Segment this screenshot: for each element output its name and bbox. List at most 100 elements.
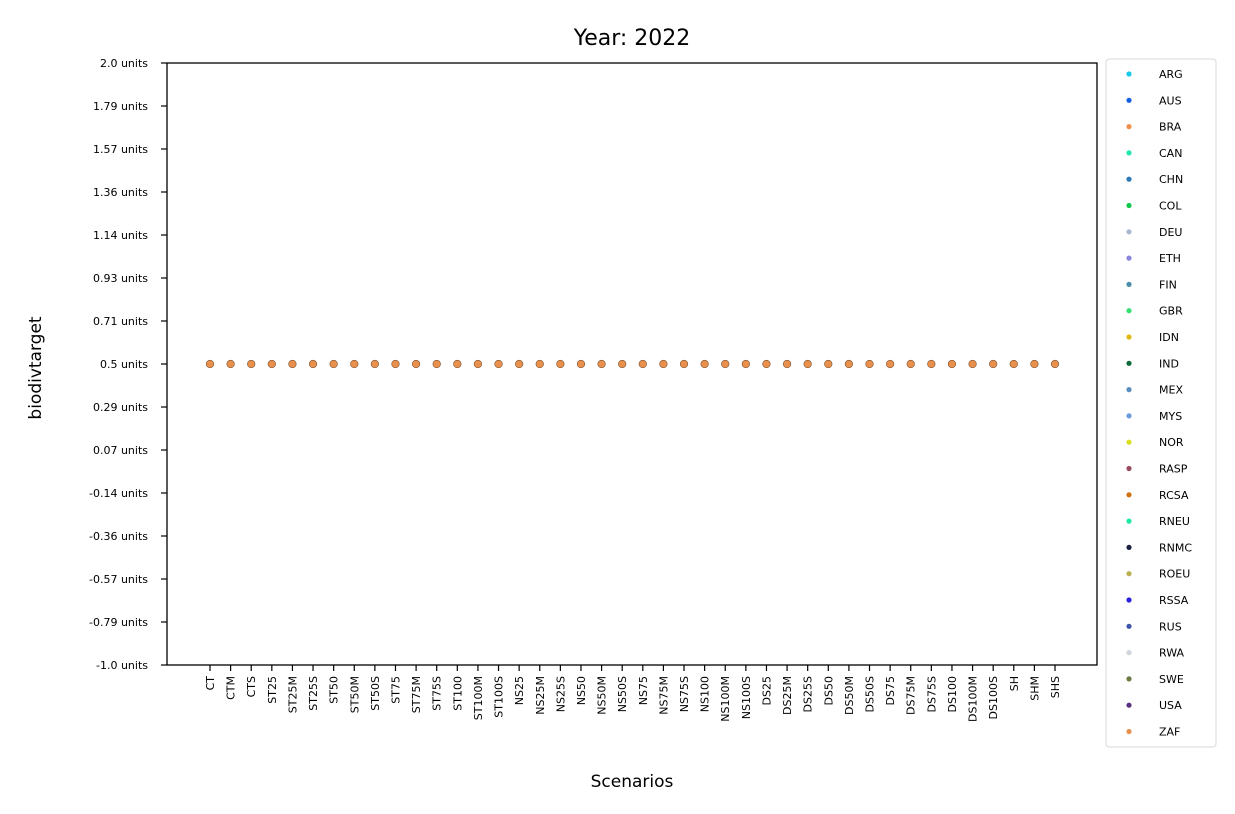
legend-label: DEU [1159, 226, 1182, 239]
x-tick-label: ST100M [472, 676, 485, 720]
legend-marker [1126, 334, 1132, 340]
plot-area [166, 62, 1098, 666]
y-tick-label: -0.79 units [89, 616, 148, 629]
legend-label: CHN [1159, 173, 1183, 186]
legend-label: RASP [1159, 463, 1188, 476]
data-point [556, 359, 565, 369]
legend-marker [1126, 229, 1132, 235]
legend-label: MEX [1159, 384, 1183, 397]
legend-label: RWA [1159, 647, 1184, 660]
x-tick-label: DS100S [987, 676, 1000, 719]
x-tick-label: SH [1008, 676, 1021, 691]
data-point [247, 359, 256, 369]
data-point [329, 359, 338, 369]
data-point [947, 359, 957, 369]
x-tick-label: DS100M [967, 676, 980, 722]
x-tick-label: NS25M [534, 676, 547, 715]
legend-label: NOR [1159, 436, 1184, 449]
x-tick-label: DS25 [760, 676, 773, 705]
legend-label: GBR [1159, 305, 1183, 318]
x-tick-label: DS25S [802, 676, 815, 712]
legend-label: RSSA [1159, 594, 1189, 607]
x-tick-label: ST50S [369, 676, 382, 711]
x-tick-label: DS100 [946, 676, 959, 712]
x-tick-label: NS75M [657, 676, 670, 715]
legend-label: SWE [1159, 673, 1184, 686]
y-tick-label: -1.0 units [96, 659, 148, 672]
x-tick-label: ST50 [328, 676, 341, 704]
data-point [679, 359, 689, 369]
legend-label: IDN [1159, 331, 1179, 344]
data-point [844, 359, 854, 369]
legend-marker [1126, 439, 1132, 445]
data-point [927, 359, 936, 369]
legend-label: CAN [1159, 147, 1182, 160]
y-tick-label: 0.5 units [100, 358, 148, 371]
data-point [205, 359, 215, 369]
data-point [906, 359, 915, 369]
x-tick-label: ST25S [307, 676, 320, 711]
x-tick-label: NS75S [678, 676, 691, 712]
data-point [865, 359, 874, 369]
x-tick-label: NS50M [596, 676, 609, 715]
y-axis-label: biodivtarget [26, 316, 46, 420]
data-point [1030, 359, 1039, 369]
x-tick-label: DS75 [884, 676, 897, 705]
legend-marker [1126, 650, 1132, 656]
x-tick-label: ST100 [451, 676, 464, 711]
legend-marker [1126, 255, 1132, 261]
data-point [700, 359, 709, 369]
legend-marker [1126, 518, 1132, 524]
data-point [308, 359, 318, 369]
legend-marker [1126, 71, 1132, 77]
legend-label: RNEU [1159, 515, 1190, 528]
legend-marker [1126, 124, 1132, 130]
data-point [638, 359, 647, 369]
x-tick-label: DS50 [822, 676, 835, 705]
x-tick-label: CTS [245, 676, 258, 697]
x-tick-label: NS100S [740, 676, 753, 719]
data-point [597, 359, 606, 369]
x-tick-label: DS75S [925, 676, 938, 712]
x-tick-label: NS100 [699, 676, 712, 712]
data-point [226, 359, 235, 369]
legend-label: AUS [1159, 94, 1182, 107]
legend-marker [1126, 544, 1132, 551]
data-point [824, 359, 833, 369]
legend-marker [1126, 150, 1132, 156]
data-point [741, 359, 750, 369]
y-tick-label: 1.14 units [93, 229, 148, 242]
legend-marker [1126, 597, 1132, 603]
legend-label: ROEU [1159, 568, 1190, 581]
legend-marker [1126, 281, 1132, 287]
x-tick-label: CTM [225, 676, 238, 700]
legend-label: ARG [1159, 68, 1183, 81]
data-point [782, 359, 792, 369]
legend-label: MYS [1159, 410, 1182, 423]
data-point [453, 359, 462, 369]
legend-marker [1126, 360, 1132, 366]
legend-label: COL [1159, 200, 1182, 213]
x-tick-label: ST25M [286, 676, 299, 713]
y-tick-label: -0.57 units [89, 573, 148, 586]
data-point [968, 359, 977, 369]
x-tick-label: NS25S [554, 676, 567, 712]
data-point [411, 359, 421, 369]
chart-title: Year: 2022 [573, 26, 691, 51]
y-tick-label: 2.0 units [100, 57, 148, 70]
x-axis: CT CTM CTS ST25 ST25M ST25S ST50 ST50M ST50S ST75… [204, 665, 1062, 722]
legend-marker [1126, 97, 1132, 103]
x-tick-label: DS75M [905, 676, 918, 715]
data-point [267, 359, 276, 369]
legend-label: RCSA [1159, 489, 1189, 502]
legend-label: IND [1159, 357, 1179, 370]
legend-marker [1126, 387, 1132, 393]
x-tick-label: NS25 [513, 676, 526, 705]
data-point [803, 359, 812, 369]
data-point [370, 359, 379, 369]
data-point [886, 359, 895, 369]
data-points [205, 359, 1060, 369]
data-point [576, 359, 586, 369]
legend-label: BRA [1159, 121, 1182, 134]
